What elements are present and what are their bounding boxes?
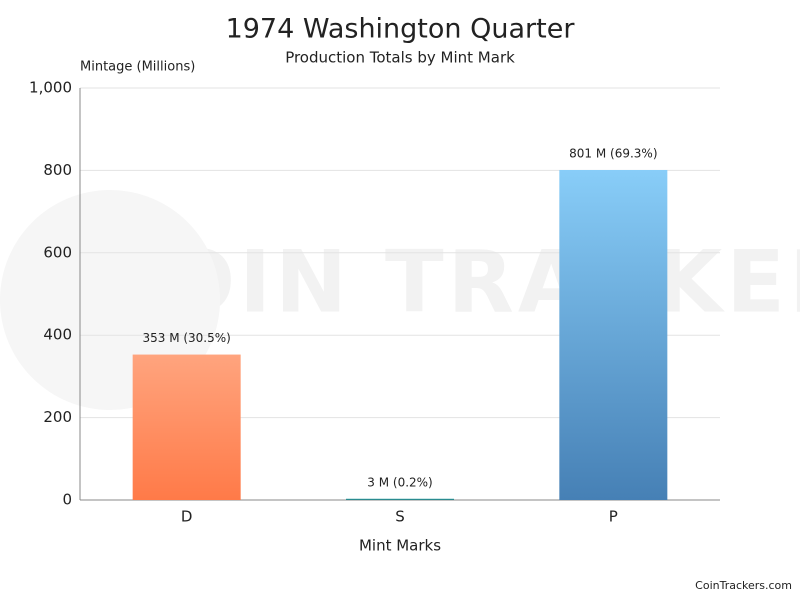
credit: CoinTrackers.com	[695, 579, 792, 592]
value-label: 801 M (69.3%)	[569, 146, 657, 160]
y-tick-label: 200	[43, 408, 72, 426]
bar	[132, 354, 241, 500]
bar	[559, 169, 668, 500]
y-tick-label: 600	[43, 243, 72, 261]
y-tick-label: 1,000	[29, 79, 72, 97]
value-label: 353 M (30.5%)	[142, 331, 230, 345]
y-tick-label: 0	[62, 491, 72, 509]
y-axis-label: Mintage (Millions)	[80, 60, 195, 75]
x-tick-label: S	[395, 508, 405, 526]
bar	[346, 498, 454, 500]
chart-subtitle: Production Totals by Mint Mark	[285, 49, 515, 67]
y-tick-label: 400	[43, 326, 72, 344]
x-axis-label: Mint Marks	[359, 537, 441, 555]
chart-title: 1974 Washington Quarter	[226, 14, 576, 45]
x-tick-label: D	[181, 508, 193, 526]
value-label: 3 M (0.2%)	[367, 475, 432, 489]
x-tick-label: P	[609, 508, 618, 526]
y-tick-label: 800	[43, 161, 72, 179]
